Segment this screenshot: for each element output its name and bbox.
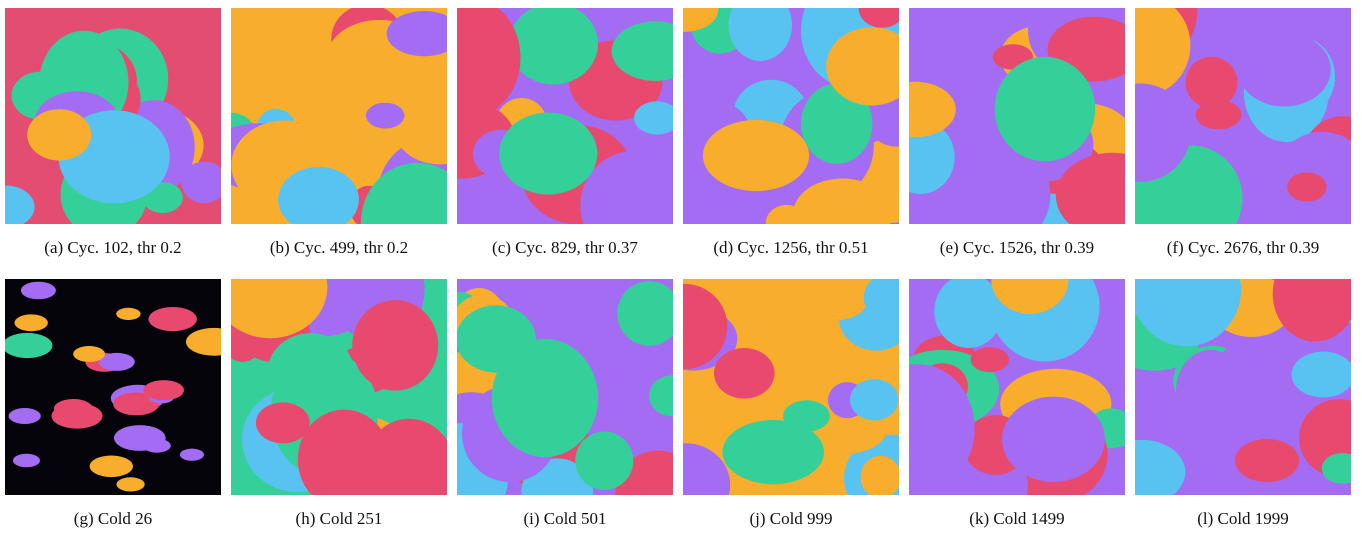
caption: (d) Cyc. 1256, thr 0.51 xyxy=(673,238,909,258)
caption: (f) Cyc. 2676, thr 0.39 xyxy=(1125,238,1361,258)
color-region xyxy=(13,454,40,467)
caption: (h) Cold 251 xyxy=(221,509,457,529)
color-region xyxy=(143,380,184,400)
color-region xyxy=(352,300,438,391)
color-region xyxy=(114,425,166,451)
color-region xyxy=(1238,33,1331,107)
panel: (c) Cyc. 829, thr 0.37 xyxy=(457,8,673,258)
pattern-image xyxy=(683,279,899,495)
color-region xyxy=(116,308,140,320)
caption: (b) Cyc. 499, thr 0.2 xyxy=(221,238,457,258)
color-region xyxy=(1235,439,1299,482)
color-region xyxy=(366,103,405,129)
caption: (k) Cold 1499 xyxy=(899,509,1135,529)
color-region xyxy=(73,346,105,362)
color-region xyxy=(499,113,597,195)
panel: (k) Cold 1499 xyxy=(909,279,1125,529)
color-region xyxy=(714,348,775,399)
panel: (g) Cold 26 xyxy=(5,279,221,529)
panel: (d) Cyc. 1256, thr 0.51 xyxy=(683,8,899,258)
panel: (b) Cyc. 499, thr 0.2 xyxy=(231,8,447,258)
caption: (i) Cold 501 xyxy=(447,509,683,529)
caption: (c) Cyc. 829, thr 0.37 xyxy=(447,238,683,258)
color-region xyxy=(971,347,1009,372)
pattern-image xyxy=(231,279,447,495)
color-region xyxy=(15,314,48,331)
caption: (l) Cold 1999 xyxy=(1125,509,1361,529)
pattern-image xyxy=(1135,8,1351,224)
pattern-image xyxy=(231,8,447,224)
color-region xyxy=(1186,57,1238,108)
color-region xyxy=(995,57,1096,161)
panel: (i) Cold 501 xyxy=(457,279,673,529)
panel: (e) Cyc. 1526, thr 0.39 xyxy=(909,8,1125,258)
caption: (g) Cold 26 xyxy=(0,509,231,529)
color-region xyxy=(703,120,809,191)
pattern-image xyxy=(5,8,221,224)
color-region xyxy=(256,402,310,443)
color-region xyxy=(1002,397,1105,482)
color-region xyxy=(575,432,633,490)
color-region xyxy=(783,400,830,431)
color-region xyxy=(117,477,145,491)
color-region xyxy=(27,109,91,160)
caption: (a) Cyc. 102, thr 0.2 xyxy=(0,238,231,258)
color-region xyxy=(9,408,41,424)
panel: (h) Cold 251 xyxy=(231,279,447,529)
pattern-image xyxy=(683,8,899,224)
page: {"panels": [ {"caption": "(a) Cyc. 102, … xyxy=(0,0,1362,533)
color-region xyxy=(492,339,598,457)
caption: (j) Cold 999 xyxy=(673,509,909,529)
color-region xyxy=(180,449,204,461)
pattern-image xyxy=(909,8,1125,224)
caption: (e) Cyc. 1526, thr 0.39 xyxy=(899,238,1135,258)
color-region xyxy=(1176,350,1245,432)
color-region xyxy=(850,379,899,420)
panel: (f) Cyc. 2676, thr 0.39 xyxy=(1135,8,1351,258)
pattern-image xyxy=(457,8,673,224)
panel: (j) Cold 999 xyxy=(683,279,899,529)
pattern-image xyxy=(457,279,673,495)
pattern-image xyxy=(1135,279,1351,495)
color-region xyxy=(1287,172,1326,201)
color-region xyxy=(149,307,197,331)
color-region xyxy=(90,456,133,478)
panel: (l) Cold 1999 xyxy=(1135,279,1351,529)
color-region xyxy=(21,282,56,300)
pattern-image xyxy=(909,279,1125,495)
pattern-image xyxy=(5,279,221,495)
color-region xyxy=(52,403,103,428)
panel: (a) Cyc. 102, thr 0.2 xyxy=(5,8,221,258)
